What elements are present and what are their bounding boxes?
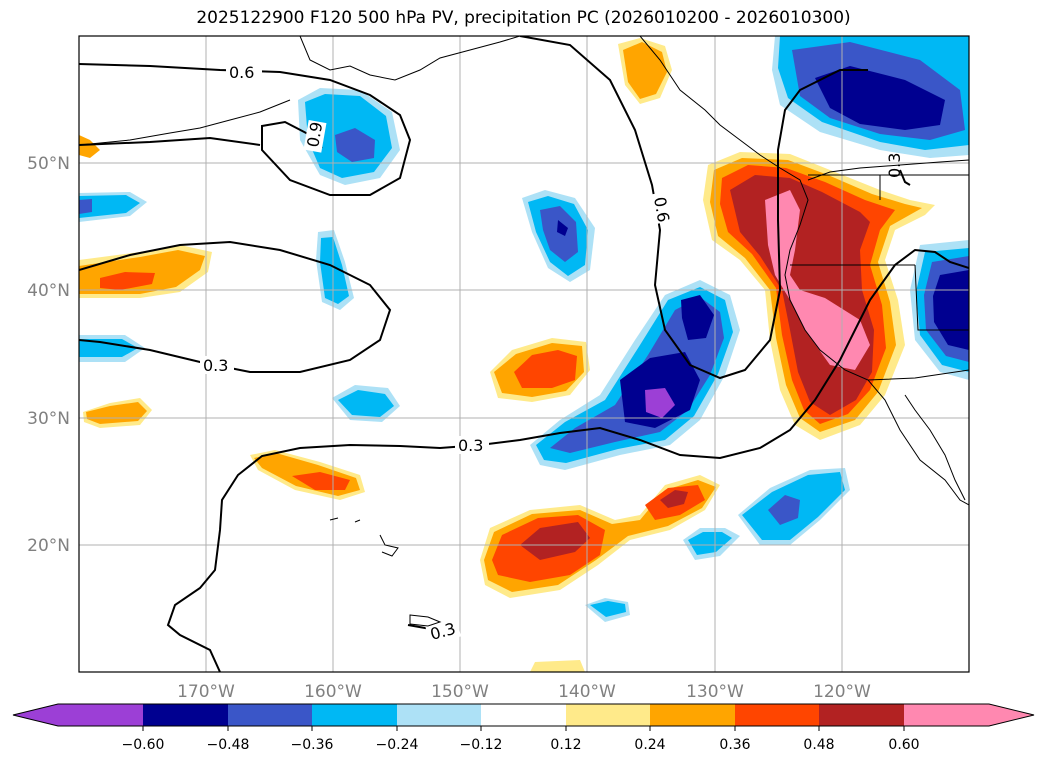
latitude-labels: 50°N 40°N 30°N 20°N [27,154,70,556]
pv-contour-label: 0.3 [203,356,228,375]
lat-label: 40°N [27,281,70,301]
colorbar: −0.60 −0.48 −0.36 −0.24 −0.12 0.12 0.24 … [12,703,1035,753]
pv-contour-label: 0.6 [229,63,254,82]
colorbar-tick-label: 0.48 [803,737,834,753]
colorbar-tick-label: −0.24 [376,737,419,753]
colorbar-tick-label: −0.12 [460,737,503,753]
political-borders [790,174,969,381]
pv-contour-label: 0.9 [303,120,326,148]
precip-anomaly-fill [79,36,969,672]
pv-contour-label: 0.6 [650,195,673,223]
map-frame [78,35,970,673]
map-title: 2025122900 F120 500 hPa PV, precipitatio… [196,8,851,28]
lon-label: 140°W [558,682,616,702]
colorbar-tick-label: 0.36 [719,737,750,753]
lat-label: 30°N [27,409,70,429]
colorbar-tick-label: −0.36 [291,737,334,753]
lon-label: 160°W [304,682,362,702]
coastlines [79,36,969,627]
colorbar-tick-label: −0.60 [122,737,165,753]
lat-label: 20°N [27,536,70,556]
colorbar-tick-label: 0.24 [634,737,665,753]
lon-label: 170°W [177,682,235,702]
colorbar-tick-label: 0.12 [550,737,581,753]
pv-contour-label: 0.3 [458,436,483,455]
pv-contour-label: 0.3 [885,153,904,178]
lon-label: 150°W [431,682,489,702]
map-panel [79,36,969,672]
longitude-labels: 170°W 160°W 150°W 140°W 130°W 120°W [177,682,871,702]
lat-label: 50°N [27,154,70,174]
graticule [79,36,969,672]
lon-label: 120°W [813,682,871,702]
lon-label: 130°W [686,682,744,702]
colorbar-tick-label: 0.60 [888,737,919,753]
colorbar-tick-label: −0.48 [207,737,250,753]
